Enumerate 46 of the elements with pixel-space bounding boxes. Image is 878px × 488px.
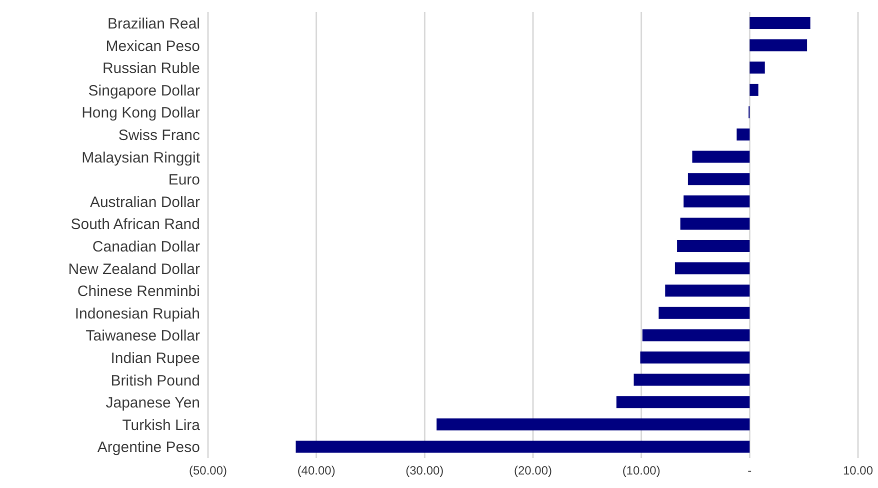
bar (634, 374, 750, 386)
y-tick-label: New Zealand Dollar (68, 260, 200, 278)
y-tick-label: Turkish Lira (122, 416, 201, 434)
y-tick-label: Swiss Franc (118, 126, 200, 144)
y-tick-label: Indonesian Rupiah (74, 305, 200, 322)
bar (680, 218, 750, 230)
y-tick-label: Japanese Yen (106, 394, 200, 412)
x-tick-label: (40.00) (297, 464, 336, 478)
bar (665, 284, 750, 297)
y-tick-label: Taiwanese Dollar (86, 328, 200, 345)
bar (436, 418, 750, 430)
x-tick-label: (50.00) (188, 464, 228, 478)
bar (750, 84, 758, 96)
y-tick-label: Singapore Dollar (88, 82, 200, 100)
y-tick-label: Malaysian Ringgit (82, 149, 201, 166)
bar (296, 440, 750, 453)
y-tick-label: Mexican Peso (106, 38, 200, 55)
y-tick-label: Argentine Peso (97, 439, 200, 456)
bar (684, 195, 750, 208)
y-tick-label: British Pound (110, 372, 200, 390)
bar (750, 17, 810, 29)
bar (677, 240, 750, 252)
x-tick-label: (30.00) (406, 464, 444, 478)
x-tick-label: (20.00) (514, 464, 552, 478)
y-tick-label: Russian Ruble (102, 60, 200, 78)
bar (750, 39, 808, 52)
bar (692, 150, 750, 163)
bar (658, 306, 750, 319)
bar (688, 173, 750, 186)
bar (640, 352, 750, 364)
x-tick-label: (10.00) (622, 464, 660, 478)
bar (674, 262, 750, 274)
y-tick-label: Euro (168, 172, 200, 189)
y-tick-label: Chinese Renminbi (77, 283, 200, 300)
y-tick-label: Brazilian Real (107, 15, 200, 32)
bar (616, 396, 750, 408)
x-tick-label: 10.00 (842, 464, 874, 478)
y-tick-label: Australian Dollar (90, 194, 200, 211)
x-tick-label: - (748, 464, 752, 478)
bar (642, 329, 750, 342)
y-tick-label: Canadian Dollar (92, 238, 200, 256)
y-tick-label: Hong Kong Dollar (82, 104, 200, 122)
bar (750, 62, 765, 74)
y-tick-label: Indian Rupee (110, 350, 200, 367)
y-tick-label: South African Rand (70, 216, 200, 234)
bar (736, 128, 750, 140)
